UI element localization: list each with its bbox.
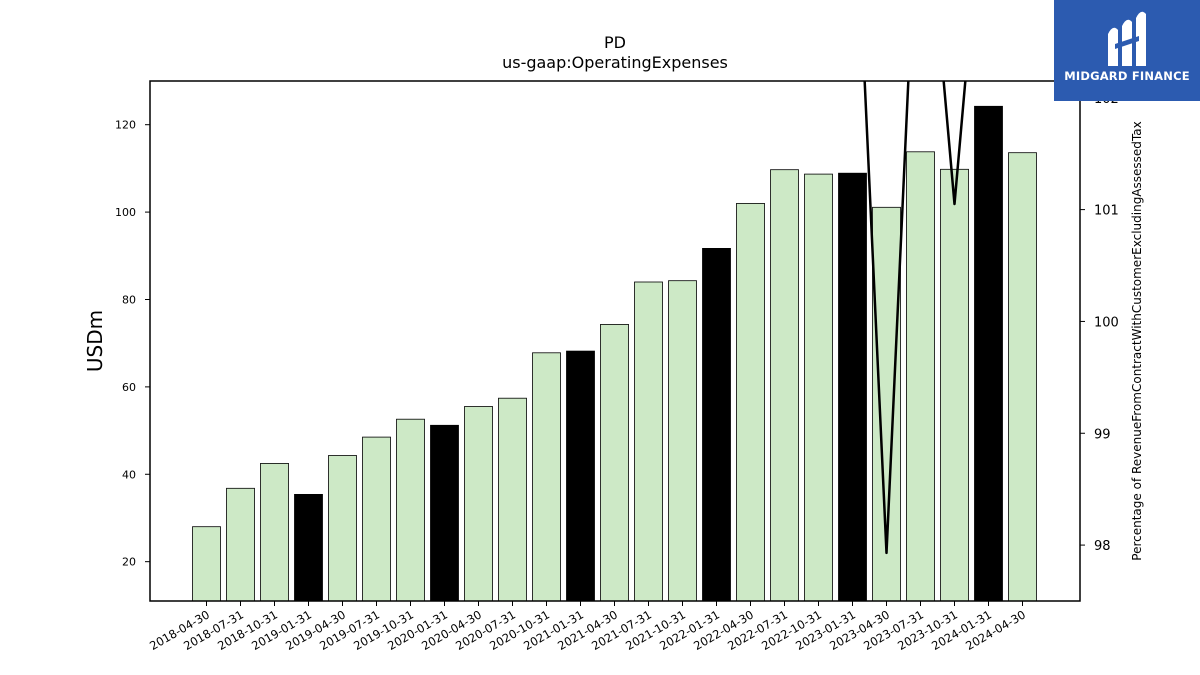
bar-2019-10-31 [396, 418, 425, 602]
bar-2021-01-31 [566, 350, 595, 602]
y-tick-label: 60 [122, 381, 136, 394]
bar-2021-07-31 [634, 281, 663, 602]
y-axis-ticks: 20 40 60 80 100 120 [115, 119, 150, 569]
y2-tick-label: 100 [1094, 315, 1119, 330]
brand-logo: MIDGARD FINANCE [1054, 0, 1200, 101]
y-axis-label: USDm [83, 310, 107, 372]
x-axis-ticks: 2018-04-302018-07-312018-10-312019-01-31… [147, 601, 1028, 653]
bar-2023-01-31 [838, 172, 867, 602]
bar-2020-07-31 [498, 397, 527, 602]
bar-2019-04-30 [328, 455, 357, 602]
bar-2022-04-30 [736, 202, 765, 602]
bar-series [192, 105, 1037, 602]
bar-2020-04-30 [464, 406, 493, 602]
bar-2019-07-31 [362, 436, 391, 602]
bar-2020-01-31 [430, 424, 459, 602]
chart-subtitle: us-gaap:OperatingExpenses [502, 53, 728, 72]
y2-tick-label: 101 [1094, 204, 1119, 219]
bar-2021-10-31 [668, 280, 697, 602]
y2-axis-ticks: 9899100101102 [1080, 92, 1119, 554]
bar-2018-04-30 [192, 526, 221, 602]
y-tick-label: 120 [115, 119, 136, 132]
line-path [863, 81, 967, 555]
y2-tick-label: 98 [1094, 539, 1111, 554]
midgard-m-logo-icon [1108, 11, 1146, 66]
y-tick-label: 40 [122, 468, 136, 481]
brand-name: MIDGARD FINANCE [1064, 69, 1190, 83]
y-tick-label: 20 [122, 556, 136, 569]
bar-2018-10-31 [260, 462, 289, 602]
y2-tick-label: 99 [1094, 427, 1111, 442]
chart-title: PD [604, 33, 626, 52]
bar-2024-01-31 [974, 105, 1003, 602]
bar-2019-01-31 [294, 493, 323, 602]
bar-2024-04-30 [1008, 152, 1037, 602]
y-tick-label: 100 [115, 206, 136, 219]
bar-2018-07-31 [226, 487, 255, 602]
bar-2023-07-31 [906, 151, 935, 602]
line-series [863, 81, 967, 555]
y-tick-label: 80 [122, 293, 136, 306]
bar-2021-04-30 [600, 323, 629, 602]
y2-axis-label: Percentage of RevenueFromContractWithCus… [1130, 121, 1144, 560]
bar-2020-10-31 [532, 352, 561, 602]
bar-2023-10-31 [940, 168, 969, 602]
bar-2022-07-31 [770, 169, 799, 602]
bar-2022-10-31 [804, 173, 833, 602]
bar-2022-01-31 [702, 247, 731, 602]
